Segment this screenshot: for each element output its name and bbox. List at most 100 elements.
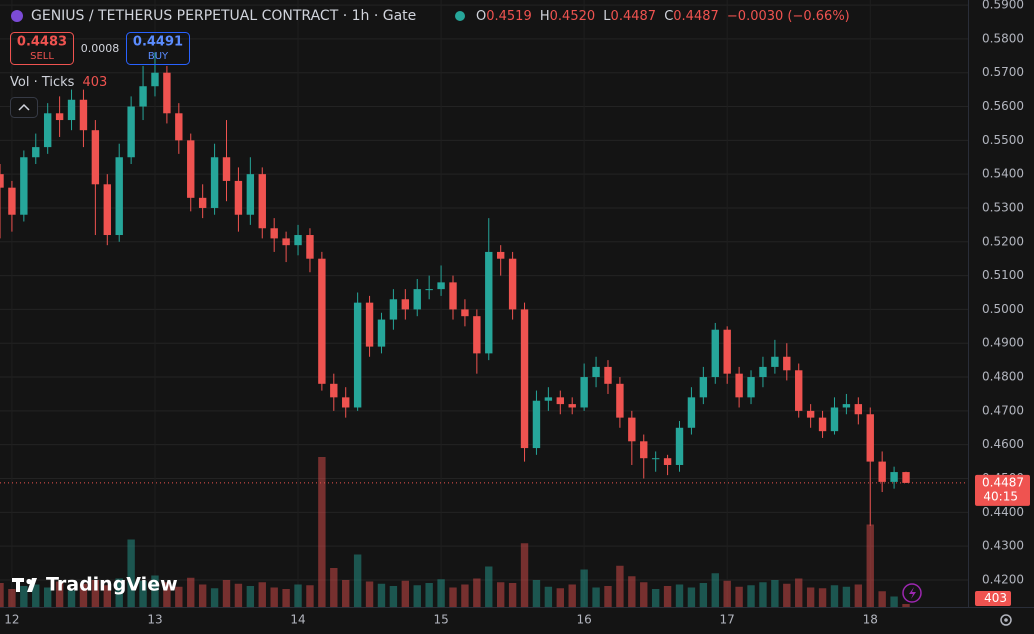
volume-bar: [616, 565, 624, 607]
y-tick-label: 0.5400: [982, 167, 1024, 181]
buy-label[interactable]: BUY: [148, 51, 169, 62]
x-tick-label: 18: [863, 613, 878, 627]
volume-bar: [461, 584, 469, 607]
volume-bar: [103, 585, 111, 607]
candle-body: [210, 157, 219, 208]
candle-body: [723, 329, 731, 374]
volume-bar: [234, 583, 243, 607]
candle-body: [866, 414, 874, 462]
volume-bar: [294, 584, 302, 607]
volume-bar: [377, 583, 386, 607]
candle-body: [640, 441, 648, 459]
candle-body: [294, 235, 302, 246]
legend-key: L: [603, 9, 611, 24]
volume-bar: [0, 583, 4, 607]
lightning-button[interactable]: [902, 583, 922, 603]
status-dot: [455, 11, 465, 21]
y-tick-label: 0.5500: [982, 133, 1024, 147]
lightning-icon[interactable]: [909, 587, 916, 599]
candle-body: [365, 302, 374, 347]
candle-body: [306, 235, 314, 259]
x-tick-label: 16: [576, 613, 591, 627]
candle-body: [628, 417, 636, 442]
volume-bar: [795, 578, 803, 607]
volume-bar: [330, 568, 338, 607]
legend-change: −0.0030 (−0.66%): [727, 9, 850, 24]
grid: [0, 0, 968, 607]
volume-bar: [759, 582, 767, 607]
candle-body: [604, 366, 612, 384]
volume-bar: [508, 583, 517, 607]
buy-price[interactable]: 0.4491: [133, 35, 183, 50]
y-tick-label: 0.4200: [982, 572, 1024, 586]
candle-body: [830, 407, 839, 432]
candle-body: [771, 356, 779, 367]
volume-bar: [222, 580, 231, 607]
candle-body: [902, 472, 910, 483]
candle-body: [663, 458, 672, 465]
y-tick-label: 0.4300: [982, 539, 1024, 553]
candle-body: [127, 106, 135, 158]
y-tick-label: 0.4700: [982, 403, 1024, 417]
legend-key: C: [664, 9, 673, 24]
header: GENIUS / TETHERUS PERPETUAL CONTRACT · 1…: [10, 8, 850, 118]
logo-mark: [27, 578, 37, 592]
volume-bar: [32, 584, 40, 607]
volume-badge: [975, 591, 1011, 606]
candle-body: [485, 251, 493, 354]
candle-body: [79, 99, 88, 131]
candle-body: [580, 377, 588, 408]
candle-body: [389, 299, 398, 320]
candle-body: [699, 377, 708, 398]
legend-value: 0.4519: [486, 9, 532, 24]
settings-icon[interactable]: [1004, 618, 1008, 622]
volume-bar: [449, 587, 457, 607]
y-tick-label: 0.4900: [982, 336, 1024, 350]
volume-bar: [175, 586, 183, 607]
volume-bar: [246, 586, 255, 607]
volume-bar: [592, 587, 600, 607]
candle-body: [234, 180, 243, 215]
volume-bar: [675, 584, 684, 607]
volume-bar: [735, 586, 743, 607]
symbol-icon[interactable]: [11, 10, 23, 22]
candle-body: [330, 383, 338, 398]
collapse-icon[interactable]: [18, 103, 30, 111]
buy-button[interactable]: [126, 32, 190, 65]
volume-bar: [663, 586, 672, 607]
settings-button[interactable]: [1000, 614, 1012, 626]
candle-body: [318, 258, 326, 384]
candle-body: [425, 289, 433, 291]
volume-bar: [413, 585, 421, 607]
candle-body: [91, 130, 100, 185]
candle-body: [795, 370, 803, 411]
volume-legend: Vol · Ticks 403: [10, 75, 107, 90]
volume-badge-label: 403: [984, 591, 1007, 605]
candle-body: [759, 366, 767, 378]
candle-body: [353, 302, 362, 408]
candle-body: [258, 174, 266, 229]
volume-value: 403: [82, 75, 107, 90]
candle-body: [651, 458, 660, 460]
candle-body: [854, 404, 863, 415]
symbol-title[interactable]: GENIUS / TETHERUS PERPETUAL CONTRACT · 1…: [31, 8, 416, 24]
x-tick-label: 15: [433, 613, 448, 627]
candle-body: [103, 184, 111, 236]
x-tick-label: 17: [720, 613, 735, 627]
candle-body: [151, 72, 159, 87]
sell-button[interactable]: [10, 32, 74, 65]
y-tick-label: 0.5100: [982, 268, 1024, 282]
volume-bar: [651, 589, 660, 607]
collapse-button[interactable]: [10, 97, 38, 118]
sell-label[interactable]: SELL: [30, 51, 54, 62]
volume-bar: [687, 587, 696, 607]
volume-bar: [783, 583, 791, 607]
candle-body: [842, 404, 851, 408]
legend-value: 0.4487: [673, 9, 719, 24]
candle-body: [8, 187, 16, 215]
sell-price[interactable]: 0.4483: [17, 35, 67, 50]
volume-bar: [640, 582, 648, 607]
candle-body: [413, 289, 421, 310]
